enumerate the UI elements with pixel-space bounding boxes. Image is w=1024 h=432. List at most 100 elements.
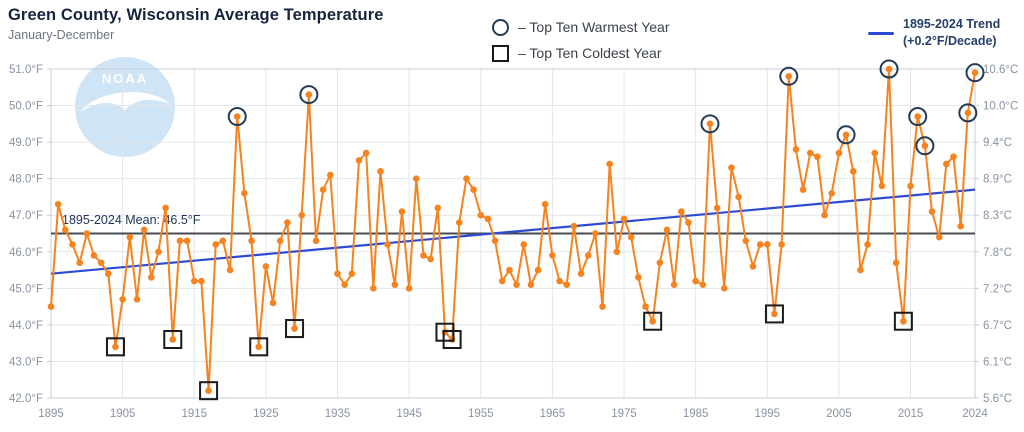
data-point-1998[interactable]: [785, 73, 793, 80]
data-point-1912[interactable]: [169, 336, 177, 343]
data-point-1986[interactable]: [699, 281, 707, 288]
data-point-1939[interactable]: [362, 149, 370, 157]
data-point-2006[interactable]: [842, 131, 850, 139]
data-point-2023[interactable]: [964, 109, 972, 117]
data-point-1958[interactable]: [498, 277, 506, 285]
data-point-1943[interactable]: [391, 281, 399, 288]
data-point-1916[interactable]: [198, 277, 205, 285]
data-point-1949[interactable]: [434, 204, 442, 212]
data-point-1983[interactable]: [678, 208, 685, 215]
data-point-1906[interactable]: [126, 233, 134, 241]
data-point-1996[interactable]: [771, 310, 778, 318]
data-point-1899[interactable]: [76, 259, 83, 267]
data-point-2004[interactable]: [828, 189, 836, 197]
data-point-1920[interactable]: [226, 266, 234, 274]
data-point-1992[interactable]: [742, 237, 750, 245]
data-point-1928[interactable]: [284, 219, 291, 226]
data-point-1987[interactable]: [706, 120, 714, 128]
data-point-1905[interactable]: [119, 296, 126, 303]
data-point-2020[interactable]: [943, 160, 950, 168]
data-point-1908[interactable]: [140, 226, 148, 234]
data-point-2012[interactable]: [885, 65, 893, 73]
data-point-1969[interactable]: [577, 270, 585, 278]
data-point-1963[interactable]: [534, 266, 542, 274]
data-point-1994[interactable]: [756, 241, 764, 248]
data-point-2008[interactable]: [857, 266, 864, 274]
data-point-1948[interactable]: [427, 255, 434, 263]
data-point-1910[interactable]: [155, 248, 162, 256]
data-point-1959[interactable]: [506, 266, 513, 274]
data-point-1975[interactable]: [620, 215, 628, 223]
data-point-2024[interactable]: [971, 69, 979, 76]
data-point-1982[interactable]: [670, 281, 678, 288]
data-point-1922[interactable]: [241, 189, 248, 197]
data-point-1977[interactable]: [635, 274, 642, 281]
data-point-1896[interactable]: [54, 200, 62, 208]
data-point-1903[interactable]: [105, 270, 112, 278]
data-point-1917[interactable]: [205, 387, 212, 394]
data-point-2022[interactable]: [957, 222, 964, 230]
data-point-1941[interactable]: [377, 168, 384, 175]
data-point-1911[interactable]: [162, 204, 169, 212]
data-point-1993[interactable]: [749, 263, 757, 270]
data-point-1902[interactable]: [97, 259, 105, 267]
data-point-1933[interactable]: [319, 186, 327, 193]
data-point-1897[interactable]: [62, 226, 69, 234]
data-point-1924[interactable]: [255, 343, 263, 351]
data-point-1937[interactable]: [348, 270, 356, 278]
data-point-2003[interactable]: [821, 211, 828, 219]
data-point-1930[interactable]: [298, 211, 305, 219]
data-point-1929[interactable]: [291, 325, 298, 332]
data-point-1923[interactable]: [248, 237, 255, 245]
data-point-1895[interactable]: [47, 303, 55, 310]
data-point-1898[interactable]: [69, 241, 76, 248]
data-point-2002[interactable]: [814, 153, 821, 161]
data-point-2019[interactable]: [935, 233, 943, 241]
data-point-1926[interactable]: [269, 299, 277, 307]
data-point-2018[interactable]: [928, 208, 936, 215]
data-point-1981[interactable]: [663, 226, 671, 234]
data-point-1974[interactable]: [613, 248, 621, 256]
data-point-1913[interactable]: [176, 237, 184, 245]
data-point-1954[interactable]: [470, 186, 477, 193]
data-point-1976[interactable]: [627, 233, 635, 241]
data-point-1999[interactable]: [792, 146, 800, 153]
data-point-1936[interactable]: [341, 281, 348, 288]
data-point-1991[interactable]: [735, 193, 742, 201]
data-point-1915[interactable]: [190, 277, 198, 285]
data-point-1901[interactable]: [90, 252, 98, 259]
data-point-2010[interactable]: [871, 149, 879, 157]
data-point-1952[interactable]: [455, 219, 463, 226]
data-point-1968[interactable]: [570, 222, 578, 230]
data-point-2001[interactable]: [806, 149, 814, 157]
data-point-1909[interactable]: [147, 274, 155, 281]
data-point-1953[interactable]: [463, 175, 470, 182]
data-point-1942[interactable]: [384, 241, 391, 248]
data-point-1925[interactable]: [262, 263, 270, 270]
data-point-1956[interactable]: [484, 215, 492, 223]
data-point-1932[interactable]: [312, 237, 320, 245]
data-point-2011[interactable]: [878, 182, 886, 190]
data-point-1900[interactable]: [83, 230, 91, 237]
data-point-1995[interactable]: [763, 241, 771, 248]
data-point-1955[interactable]: [477, 211, 485, 219]
data-point-1964[interactable]: [541, 200, 549, 208]
data-point-1918[interactable]: [212, 241, 220, 248]
data-point-1962[interactable]: [527, 281, 535, 288]
data-point-1997[interactable]: [778, 241, 785, 248]
data-point-1980[interactable]: [656, 259, 664, 267]
data-point-1988[interactable]: [713, 204, 721, 212]
data-point-2014[interactable]: [900, 317, 907, 325]
data-point-1979[interactable]: [649, 317, 656, 325]
data-point-1946[interactable]: [413, 175, 420, 182]
data-point-2017[interactable]: [921, 142, 929, 150]
data-point-1961[interactable]: [520, 241, 528, 248]
data-point-1990[interactable]: [728, 164, 735, 171]
data-point-1970[interactable]: [584, 252, 592, 259]
data-point-1960[interactable]: [513, 281, 520, 288]
data-point-1973[interactable]: [606, 160, 613, 168]
data-point-1904[interactable]: [112, 343, 119, 351]
data-point-2015[interactable]: [907, 182, 914, 190]
data-point-1966[interactable]: [556, 277, 563, 285]
data-point-1934[interactable]: [327, 171, 334, 179]
